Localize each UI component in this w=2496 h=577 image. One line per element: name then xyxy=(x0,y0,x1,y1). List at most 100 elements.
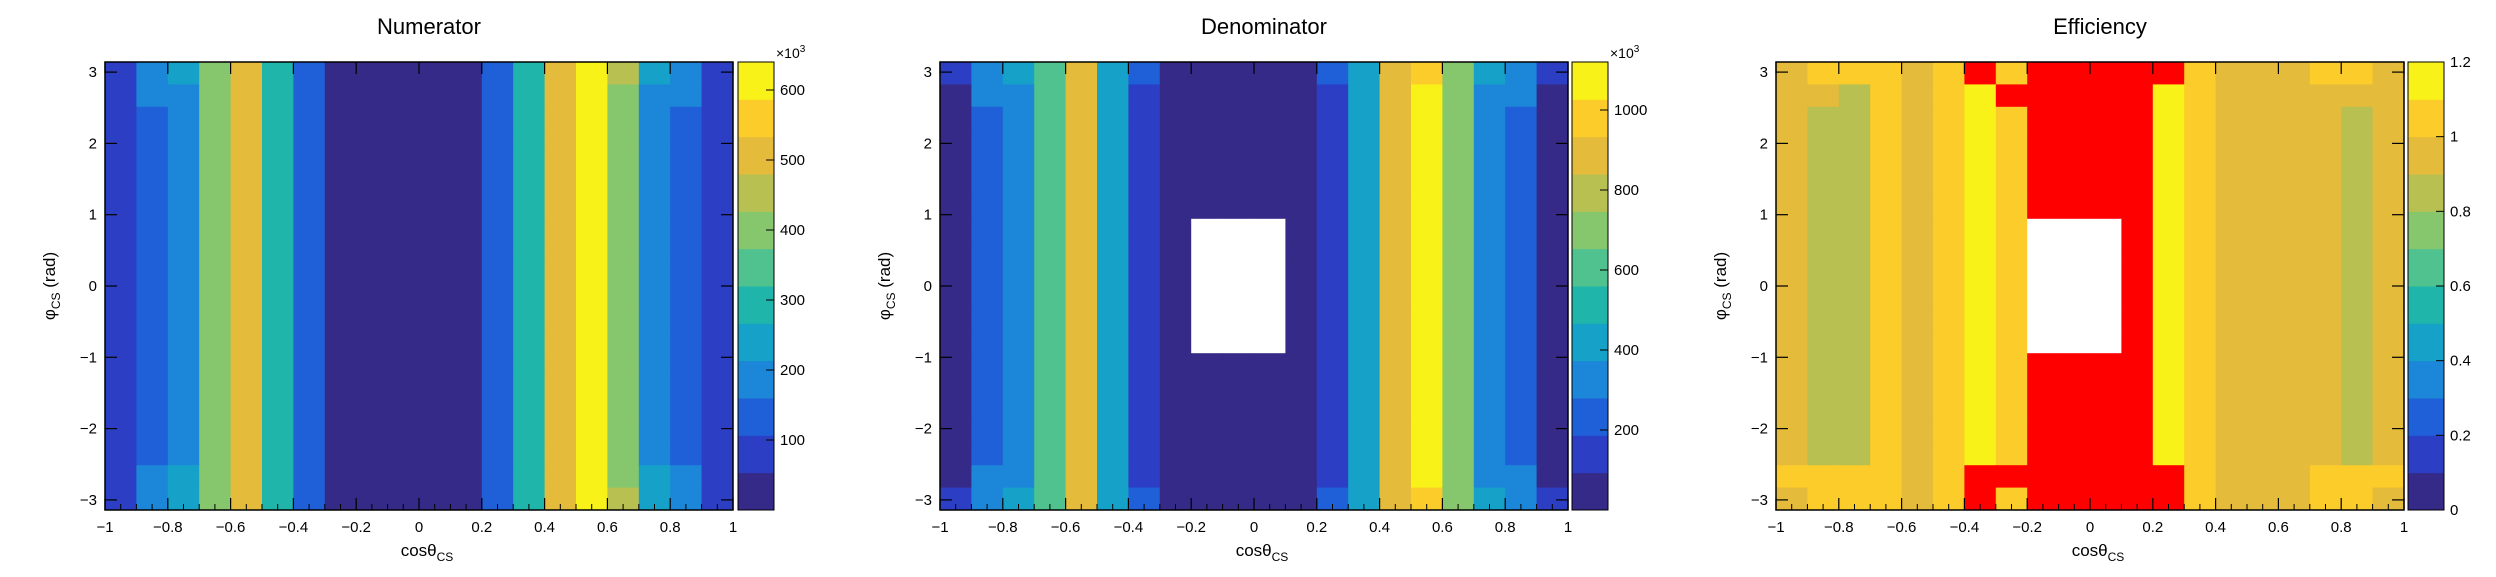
heatmap-cell xyxy=(2278,174,2311,197)
heatmap-cell xyxy=(2372,487,2405,511)
heatmap-cell xyxy=(230,465,263,489)
colorbar-tick-label: 600 xyxy=(1614,262,1639,279)
heatmap-cell xyxy=(940,263,972,287)
heatmap-cell xyxy=(670,174,703,197)
heatmap-cell xyxy=(293,174,326,197)
heatmap-cell xyxy=(2090,241,2122,265)
y-tick-label: 0 xyxy=(1760,278,1768,295)
y-tick-label: 1 xyxy=(924,207,932,224)
heatmap-cell xyxy=(701,174,734,197)
heatmap-cell xyxy=(2372,398,2405,421)
heatmap-cell xyxy=(230,398,263,421)
x-tick-label: −0.8 xyxy=(1824,519,1854,536)
heatmap-cell xyxy=(1159,62,1192,85)
heatmap-cell xyxy=(1933,196,1965,220)
heatmap-cell xyxy=(356,286,389,309)
x-tick-label: −0.6 xyxy=(1887,519,1917,536)
heatmap-cell xyxy=(1995,308,2028,332)
heatmap-cell xyxy=(1536,84,1569,108)
heatmap-cell xyxy=(2184,487,2217,511)
heatmap-cell xyxy=(701,241,734,265)
colorbar-step xyxy=(738,472,774,511)
heatmap-cell xyxy=(199,487,232,511)
heatmap-cell xyxy=(1807,84,1840,108)
heatmap-cell xyxy=(1536,106,1569,130)
heatmap-cell xyxy=(2247,442,2279,466)
heatmap-cell xyxy=(2278,420,2311,444)
y-tick-label: 1 xyxy=(1760,207,1768,224)
heatmap-cell xyxy=(1128,62,1161,85)
heatmap-cell xyxy=(1191,330,1224,354)
heatmap-cell xyxy=(1222,151,1255,175)
heatmap-cell xyxy=(2152,106,2185,130)
heatmap-cell xyxy=(1776,151,1808,175)
heatmap-cell xyxy=(356,487,389,511)
heatmap-cell xyxy=(638,174,671,197)
heatmap-cell xyxy=(105,241,137,265)
heatmap-cell xyxy=(1838,442,1871,466)
heatmap-cell xyxy=(356,442,389,466)
heatmap-cell xyxy=(1442,330,1475,354)
heatmap-cell xyxy=(1964,420,1997,444)
colorbar-tick-label: 200 xyxy=(1614,422,1639,439)
heatmap-cell xyxy=(2027,442,2060,466)
x-tick-label: −0.2 xyxy=(341,519,371,536)
heatmap-cell xyxy=(576,442,608,466)
heatmap-cell xyxy=(324,106,357,130)
heatmap-cell xyxy=(1776,375,1808,399)
heatmap-cell xyxy=(1838,218,1871,242)
x-tick-label: −0.2 xyxy=(2012,519,2042,536)
heatmap-cell xyxy=(1191,129,1224,153)
heatmap-cell xyxy=(1870,62,1903,85)
heatmap-cell xyxy=(1442,241,1475,265)
x-tick-label: −1 xyxy=(931,519,948,536)
heatmap-cell xyxy=(2121,241,2154,265)
heatmap-cell xyxy=(670,353,703,377)
chart-panel-2: Denominator −1 −0.8 −0.6 −0.4 −0.2 0 0.2 0.4 0.6 0… xyxy=(875,14,1647,564)
heatmap-cell xyxy=(230,308,263,332)
heatmap-cell xyxy=(971,465,1004,489)
heatmap-cell xyxy=(262,218,294,242)
heatmap-cell xyxy=(1191,465,1224,489)
heatmap-cell xyxy=(2058,241,2091,265)
x-axis-label-main: cosθ xyxy=(2072,541,2108,560)
heatmap-cell xyxy=(2184,84,2217,108)
x-tick-label: 0.4 xyxy=(1369,519,1390,536)
heatmap-cell xyxy=(450,398,483,421)
heatmap-cell xyxy=(1159,442,1192,466)
x-tick-label: 0 xyxy=(415,519,423,536)
heatmap-cell xyxy=(576,353,608,377)
heatmap-cell xyxy=(2278,196,2311,220)
heatmap-cell xyxy=(450,129,483,153)
heatmap-cell xyxy=(1838,330,1871,354)
heatmap-cell xyxy=(262,263,294,287)
heatmap-cell xyxy=(2309,330,2342,354)
heatmap-cell xyxy=(1379,218,1412,242)
heatmap-cell xyxy=(670,465,703,489)
heatmap-cell xyxy=(1191,442,1224,466)
heatmap-cell xyxy=(230,62,263,85)
heatmap-cell xyxy=(1254,84,1286,108)
heatmap-cell xyxy=(230,353,263,377)
heatmap-cell xyxy=(607,330,640,354)
heatmap-cell xyxy=(105,420,137,444)
heatmap-cell xyxy=(262,151,294,175)
heatmap-cell xyxy=(262,398,294,421)
heatmap-cell xyxy=(324,330,357,354)
heatmap-cell xyxy=(2247,487,2279,511)
heatmap-cell xyxy=(2278,218,2311,242)
heatmap-cell xyxy=(2247,129,2279,153)
heatmap-cell xyxy=(701,375,734,399)
heatmap-cell xyxy=(105,84,137,108)
colorbar-step xyxy=(2408,398,2444,436)
heatmap-cell xyxy=(2215,398,2248,421)
heatmap-cell xyxy=(2152,465,2185,489)
heatmap-cell xyxy=(1776,106,1808,130)
heatmap-cell xyxy=(2278,263,2311,287)
y-tick-label: 0 xyxy=(89,278,97,295)
heatmap-cell xyxy=(544,487,577,511)
heatmap-cell xyxy=(1995,398,2028,421)
heatmap-cell xyxy=(2372,375,2405,399)
heatmap-cell xyxy=(1995,375,2028,399)
heatmap-cell xyxy=(1870,84,1903,108)
